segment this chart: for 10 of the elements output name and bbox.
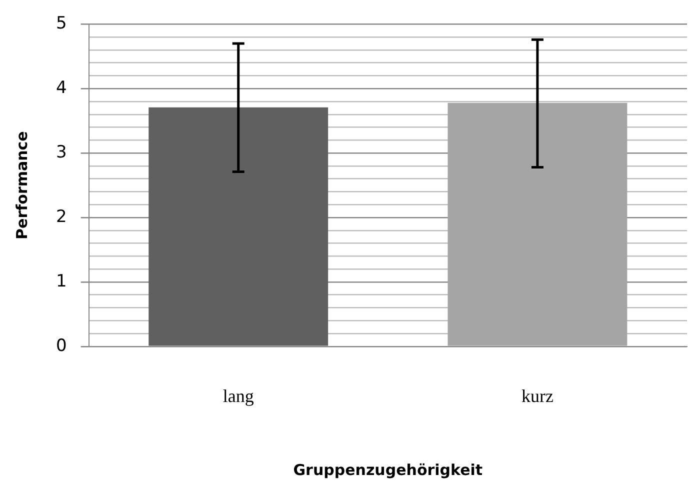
y-tick-label: 5: [56, 14, 67, 34]
x-tick-label: lang: [222, 386, 254, 406]
x-axis-title: Gruppenzugehörigkeit: [293, 460, 483, 479]
y-tick-label: 3: [56, 142, 67, 162]
y-axis-title: Performance: [12, 131, 31, 240]
y-tick-label: 4: [56, 78, 67, 98]
y-tick-label: 2: [56, 206, 67, 227]
x-tick-label: kurz: [521, 386, 554, 406]
y-tick-label: 1: [56, 271, 67, 292]
y-tick-label: 0: [56, 336, 67, 356]
